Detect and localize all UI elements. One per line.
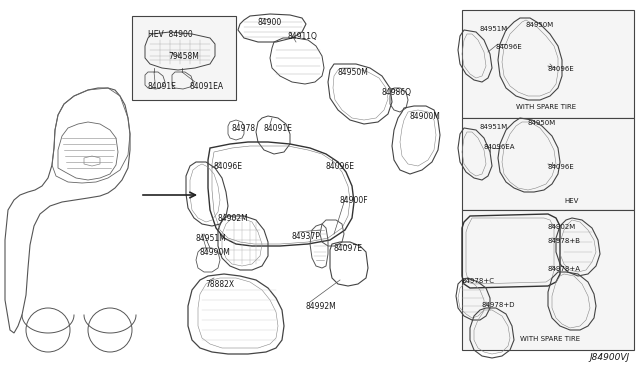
Text: 84096E: 84096E bbox=[214, 162, 243, 171]
Text: 84950M: 84950M bbox=[526, 22, 554, 28]
Text: 84911Q: 84911Q bbox=[288, 32, 318, 41]
Text: 84978+B: 84978+B bbox=[548, 238, 581, 244]
Text: 84091E: 84091E bbox=[148, 82, 177, 91]
Text: 84951M: 84951M bbox=[480, 124, 508, 130]
Text: WITH SPARE TIRE: WITH SPARE TIRE bbox=[520, 336, 580, 342]
Text: 84900M: 84900M bbox=[410, 112, 441, 121]
Text: 84096E: 84096E bbox=[548, 66, 575, 72]
Text: 78882X: 78882X bbox=[205, 280, 234, 289]
Text: 84990M: 84990M bbox=[200, 248, 231, 257]
Text: 84978+D: 84978+D bbox=[482, 302, 515, 308]
Text: 84096E: 84096E bbox=[496, 44, 523, 50]
Text: 84951M: 84951M bbox=[196, 234, 227, 243]
Text: 84950M: 84950M bbox=[528, 120, 556, 126]
Text: 84097E: 84097E bbox=[334, 244, 363, 253]
Text: 84902M: 84902M bbox=[548, 224, 576, 230]
Text: J84900VJ: J84900VJ bbox=[590, 353, 630, 362]
Text: 84902M: 84902M bbox=[218, 214, 249, 223]
Text: 84091EA: 84091EA bbox=[190, 82, 224, 91]
Text: 84951M: 84951M bbox=[480, 26, 508, 32]
Text: HEV: HEV bbox=[564, 198, 579, 204]
Text: 84978+A: 84978+A bbox=[548, 266, 581, 272]
Text: 84900F: 84900F bbox=[340, 196, 369, 205]
Bar bbox=[462, 210, 634, 350]
Text: 84096E: 84096E bbox=[548, 164, 575, 170]
Bar bbox=[132, 16, 236, 100]
Text: 84978+C: 84978+C bbox=[462, 278, 495, 284]
Text: 79458M: 79458M bbox=[168, 52, 199, 61]
Text: 84096E: 84096E bbox=[326, 162, 355, 171]
Text: WITH SPARE TIRE: WITH SPARE TIRE bbox=[516, 104, 576, 110]
Text: 84096EA: 84096EA bbox=[484, 144, 515, 150]
Text: 84978: 84978 bbox=[232, 124, 256, 133]
Text: 84091E: 84091E bbox=[264, 124, 293, 133]
Bar bbox=[462, 10, 634, 118]
Text: 84900: 84900 bbox=[258, 18, 282, 27]
Text: 84937P: 84937P bbox=[292, 232, 321, 241]
Text: 84986Q: 84986Q bbox=[382, 88, 412, 97]
Text: 84950M: 84950M bbox=[338, 68, 369, 77]
Text: 84992M: 84992M bbox=[306, 302, 337, 311]
Bar bbox=[462, 118, 634, 210]
Text: HEV  84900: HEV 84900 bbox=[148, 30, 193, 39]
